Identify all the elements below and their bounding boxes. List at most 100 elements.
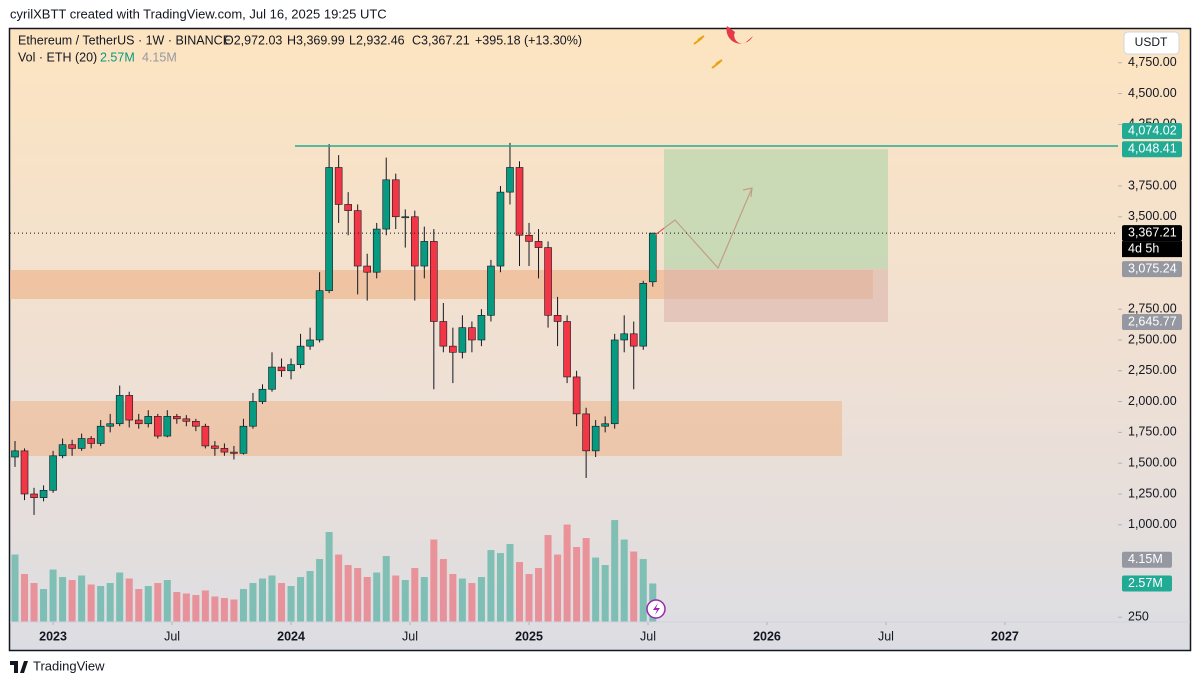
candle-body: [258, 388, 267, 402]
x-tick-label: 2024: [277, 629, 305, 643]
candle-body: [496, 191, 505, 267]
volume-bar: [230, 599, 238, 622]
y-tick-label: 3,750.00: [1128, 178, 1177, 192]
candle-body: [134, 419, 143, 425]
volume-bar: [477, 577, 485, 622]
x-tick-label: Jul: [402, 629, 418, 643]
candle-body: [382, 179, 391, 230]
volume-bar: [430, 539, 438, 622]
candle-body: [296, 345, 305, 365]
candle-body: [449, 345, 457, 353]
volume-bar: [458, 578, 466, 622]
currency-button[interactable]: USDT: [1123, 31, 1180, 55]
candle-body: [458, 327, 467, 353]
volume-bar: [335, 554, 343, 622]
candle-body: [430, 241, 438, 322]
price-badge: [1122, 141, 1182, 158]
volume-bar: [144, 586, 152, 622]
volume-bar: [487, 550, 495, 622]
stop-box: [664, 269, 888, 323]
open-value: O2,972.03: [224, 33, 282, 47]
volume-bar: [116, 572, 124, 622]
candle-body: [420, 241, 429, 267]
volume-bar: [496, 553, 504, 622]
volume-bar: [535, 568, 543, 622]
volume-bar: [382, 556, 390, 622]
candle-body: [629, 333, 638, 347]
candle-body: [487, 265, 495, 316]
price-badge-label: 3,075.24: [1128, 261, 1177, 275]
volume-bar: [354, 568, 362, 622]
volume-bar: [525, 574, 533, 622]
candle-body: [11, 450, 19, 458]
volume-bar: [87, 584, 95, 622]
candle-body: [115, 395, 124, 425]
candle-body: [77, 438, 86, 449]
x-tick-label: 2025: [515, 629, 543, 643]
x-tick-label: Jul: [164, 629, 180, 643]
candle-body: [534, 241, 543, 248]
volume-bar: [630, 551, 638, 622]
candle-body: [20, 450, 29, 495]
volume-bar: [563, 524, 571, 622]
y-tick-label: 2,500.00: [1128, 332, 1177, 346]
candle-body: [49, 455, 57, 491]
volume-label: Vol · ETH (20): [18, 50, 97, 64]
candle-body: [182, 418, 191, 422]
price-badge: [1122, 314, 1182, 331]
candle-body: [249, 401, 257, 427]
lightning-icon: [646, 599, 666, 619]
volume-bar: [68, 580, 76, 622]
volume-bar: [582, 538, 590, 622]
volume-bar: [192, 595, 200, 622]
candle-body: [315, 290, 324, 341]
volume-bar: [125, 578, 133, 622]
low-value: L2,932.46: [349, 33, 405, 47]
candle-body: [401, 216, 410, 219]
candle-body: [553, 315, 562, 322]
volume-bar: [211, 596, 219, 622]
volume-bar: [611, 520, 619, 622]
y-tick-label: 2,250.00: [1128, 363, 1177, 377]
candle-body: [220, 448, 229, 453]
volume-bar: [106, 583, 114, 622]
candle-body: [353, 210, 362, 267]
volume-bar: [363, 577, 371, 622]
y-tick-label: 4,500.00: [1128, 86, 1177, 100]
volume-bar: [30, 583, 38, 622]
volume-bar: [163, 580, 171, 622]
price-badge: [1122, 261, 1182, 278]
y-tick-label: 1,000.00: [1128, 517, 1177, 531]
candle-body: [58, 444, 67, 457]
volume-bar: [639, 559, 647, 622]
magnet-icon: [693, 26, 753, 69]
volume-value: 2.57M: [100, 50, 135, 64]
volume-badge: [1122, 551, 1172, 568]
candle-body: [211, 445, 219, 449]
y-tick-label: 2,000.00: [1128, 394, 1177, 408]
candle-body: [620, 333, 629, 341]
candle-body: [287, 364, 295, 372]
candle-body: [468, 327, 476, 341]
x-tick-label: 2026: [753, 629, 781, 643]
candle-body: [372, 228, 381, 273]
candle-body: [601, 423, 609, 427]
brand: TradingView: [10, 658, 105, 673]
candle-body: [544, 247, 552, 316]
volume-bar: [544, 535, 552, 622]
currency[interactable]: USDT: [1135, 35, 1168, 49]
x-tick-label: 2027: [991, 629, 1019, 643]
volume-bar: [411, 568, 419, 622]
volume-ma: 4.15M: [142, 50, 177, 64]
volume-bar: [78, 575, 86, 622]
volume-bar: [258, 578, 266, 622]
candle-body: [239, 425, 248, 454]
volume-bar: [344, 565, 352, 622]
candle-body: [334, 167, 343, 205]
volume-bar: [21, 574, 29, 622]
candle-body: [96, 425, 105, 444]
volume-bar: [601, 565, 609, 622]
candle-body: [477, 315, 486, 341]
countdown-badge: [1122, 241, 1182, 258]
y-tick-label: 1,750.00: [1128, 425, 1177, 439]
